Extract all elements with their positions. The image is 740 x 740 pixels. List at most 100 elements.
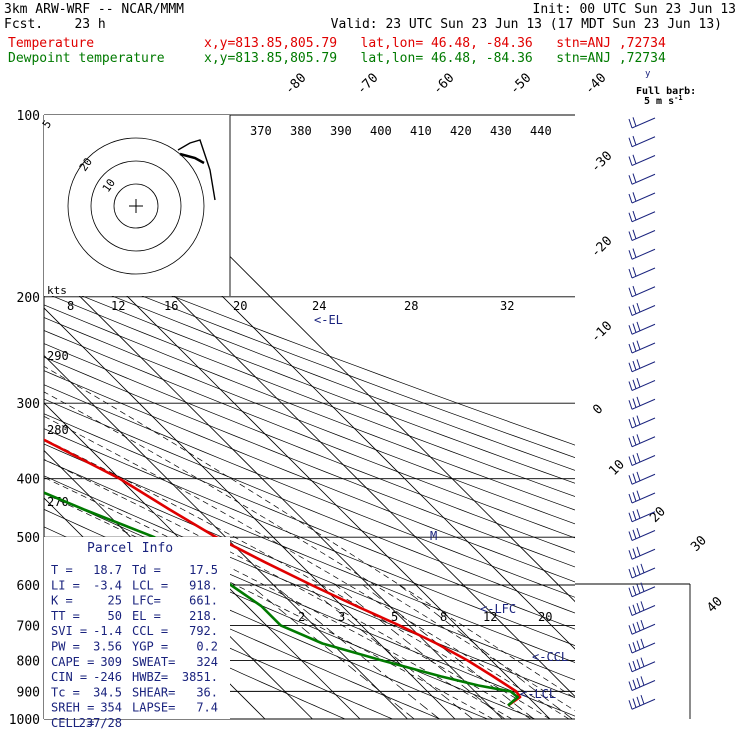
pressure-tick-label: 800: [17, 654, 40, 669]
wind-barb-shaft: [631, 173, 656, 185]
wind-barb-shaft: [631, 286, 656, 298]
hodograph-ring-label: 20: [77, 155, 95, 173]
parcel-info-box: [44, 537, 230, 719]
wind-barb-shaft: [631, 398, 656, 410]
wind-barb-flag: [632, 267, 637, 277]
wind-barb-flag: [628, 325, 633, 335]
wind-barb-flag: [632, 210, 637, 221]
wind-barb: [628, 302, 656, 316]
dry-adiabat: [44, 581, 346, 719]
mixing-ratio-label: 3: [338, 610, 345, 624]
wind-barb: [628, 229, 656, 241]
dry-adiabat: [44, 413, 575, 630]
hodograph-speed-label: 24: [312, 299, 326, 313]
wind-barb-flag: [628, 531, 633, 541]
dry-adiabat: [44, 244, 575, 446]
isotherm-label: -60: [430, 71, 457, 98]
wind-barb: [628, 471, 656, 485]
wind-barb: [628, 321, 656, 335]
wind-barb-flag: [636, 415, 641, 425]
wind-barb-flag: [628, 137, 633, 147]
wind-barb-shaft: [631, 230, 656, 241]
hodograph-speed-label: 32: [500, 299, 514, 313]
wind-barb-flag: [628, 418, 633, 429]
parcel-value: 661.: [189, 594, 218, 608]
dry-adiabat: [44, 475, 575, 699]
wind-barb-flag: [636, 659, 641, 669]
isotherm-label: 40: [704, 594, 726, 616]
parcel-key: Td =: [132, 563, 161, 577]
hodograph-speed-label: 28: [404, 299, 418, 313]
wind-barb-flag: [636, 527, 641, 538]
wind-barb: [628, 452, 656, 466]
wind-barb-flag: [628, 662, 633, 672]
wind-barb-flag: [640, 563, 645, 574]
wind-barb-shaft: [631, 305, 656, 316]
pressure-tick-label: 500: [17, 531, 40, 546]
wind-barb-flag: [632, 548, 637, 558]
mixing-ratio-label: 20: [538, 610, 552, 624]
isotherm: [44, 259, 503, 719]
wind-barb: [628, 192, 656, 204]
wind-barb-flag: [636, 340, 641, 350]
wind-barb-flag: [628, 175, 633, 185]
theta-label: 430: [490, 124, 512, 138]
wind-barb-shaft: [631, 473, 656, 485]
wind-barb-flag: [636, 696, 641, 707]
wind-barb: [628, 619, 656, 635]
wind-barb: [628, 694, 656, 710]
wind-barb-shaft: [631, 436, 656, 448]
wind-barb-flag: [632, 529, 637, 539]
wind-barb-flag: [636, 321, 641, 332]
wind-barb-flag: [632, 360, 637, 371]
dry-adiabat: [44, 562, 393, 719]
dewpoint-profile: [44, 491, 519, 707]
parcel-value: -3.4: [93, 578, 122, 592]
wind-barb-flag: [640, 638, 645, 649]
pressure-tick-label: 900: [17, 685, 40, 700]
wind-barb-flag: [632, 698, 637, 708]
wind-barb: [628, 396, 656, 410]
mixing-ratio-label: 12: [483, 610, 497, 624]
wind-barb-flag: [640, 694, 645, 705]
wind-barb-flag: [632, 229, 637, 239]
title-left: 3km ARW-WRF -- NCAR/MMM: [4, 2, 185, 17]
temperature-legend-info: x,y=813.85,805.79 lat,lon= 46.48, -84.36…: [204, 36, 666, 51]
isotherm: [44, 307, 456, 719]
parcel-value: 25: [108, 594, 122, 608]
wind-barb-flag: [632, 679, 637, 689]
forecast-hour: Fcst. 23 h: [4, 17, 106, 32]
wind-barb-flag: [636, 490, 641, 500]
wind-barb-flag: [632, 117, 637, 127]
wind-barb: [628, 509, 656, 523]
dry-adiabat: [44, 256, 575, 458]
parcel-value: 792.: [189, 624, 218, 638]
temperature-profile: [44, 438, 522, 707]
parcel-key: LCL =: [132, 578, 168, 592]
parcel-key: Tc =: [51, 685, 80, 699]
wind-barb: [628, 210, 656, 223]
parcel-value: 7.4: [196, 701, 218, 715]
wind-barb: [628, 601, 656, 616]
dry-adiabat: [44, 304, 575, 511]
wind-barb-flag: [628, 643, 633, 654]
parcel-value: 918.: [189, 578, 218, 592]
parcel-value: 0.2: [196, 640, 218, 654]
wind-barb-flag: [636, 677, 641, 688]
parcel-value: 3851.: [182, 670, 218, 684]
wind-barb-flag: [636, 621, 641, 632]
wind-barb: [628, 546, 656, 560]
wind-barb-flag: [632, 342, 637, 352]
parcel-value: 237/28: [79, 716, 122, 730]
dewpoint-legend-label: Dewpoint temperature: [8, 51, 165, 66]
wind-barb-flag: [628, 287, 633, 297]
wind-barb-flag: [632, 248, 637, 258]
parcel-key: CCL =: [132, 624, 168, 638]
isotherm: [44, 354, 408, 719]
wind-barb-shaft: [631, 192, 656, 204]
wind-key-title: Full barb:: [636, 86, 696, 97]
wind-barb-shaft: [631, 267, 656, 279]
wind-barb-shaft: [631, 586, 656, 598]
wind-barb-shaft: [631, 642, 656, 654]
wind-barb: [628, 154, 656, 166]
